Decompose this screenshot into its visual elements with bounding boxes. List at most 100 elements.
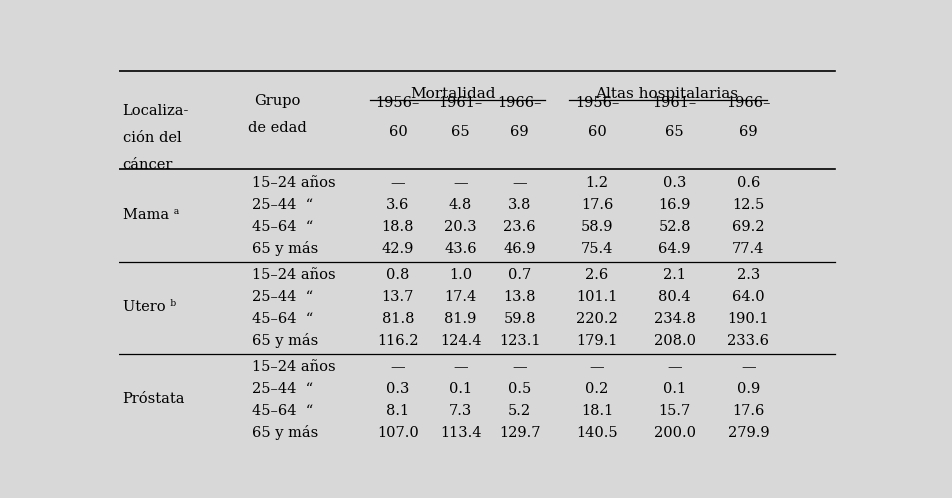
Text: 0.3: 0.3 [663, 176, 686, 190]
Text: 81.8: 81.8 [382, 312, 414, 326]
Text: 4.8: 4.8 [449, 198, 472, 212]
Text: 0.3: 0.3 [387, 382, 409, 396]
Text: Mama ᵃ: Mama ᵃ [123, 208, 179, 222]
Text: 65: 65 [665, 125, 684, 139]
Text: Próstata: Próstata [123, 392, 186, 406]
Text: 220.2: 220.2 [576, 312, 618, 326]
Text: 1966–: 1966– [726, 96, 770, 110]
Text: 59.8: 59.8 [504, 312, 536, 326]
Text: de edad: de edad [248, 121, 307, 135]
Text: 12.5: 12.5 [732, 198, 764, 212]
Text: 1956–: 1956– [575, 96, 620, 110]
Text: —: — [512, 360, 527, 374]
Text: 3.8: 3.8 [508, 198, 531, 212]
Text: 25–44  “: 25–44 “ [251, 290, 313, 304]
Text: 17.6: 17.6 [581, 198, 613, 212]
Text: 0.7: 0.7 [508, 268, 531, 282]
Text: 129.7: 129.7 [499, 426, 541, 440]
Text: 13.7: 13.7 [382, 290, 414, 304]
Text: 140.5: 140.5 [576, 426, 618, 440]
Text: —: — [741, 360, 756, 374]
Text: 1956–: 1956– [376, 96, 420, 110]
Text: 69: 69 [739, 125, 758, 139]
Text: 60: 60 [388, 125, 407, 139]
Text: 45–64  “: 45–64 “ [251, 312, 313, 326]
Text: 52.8: 52.8 [659, 220, 691, 234]
Text: 45–64  “: 45–64 “ [251, 220, 313, 234]
Text: 18.8: 18.8 [382, 220, 414, 234]
Text: 0.1: 0.1 [449, 382, 472, 396]
Text: —: — [590, 360, 605, 374]
Text: 17.6: 17.6 [732, 404, 764, 418]
Text: 13.8: 13.8 [504, 290, 536, 304]
Text: 80.4: 80.4 [658, 290, 691, 304]
Text: 123.1: 123.1 [499, 334, 541, 348]
Text: ción del: ción del [123, 130, 181, 145]
Text: 46.9: 46.9 [504, 242, 536, 255]
Text: 233.6: 233.6 [727, 334, 769, 348]
Text: —: — [512, 176, 527, 190]
Text: Grupo: Grupo [254, 94, 301, 108]
Text: 45–64  “: 45–64 “ [251, 404, 313, 418]
Text: 1961–: 1961– [652, 96, 697, 110]
Text: 0.8: 0.8 [387, 268, 409, 282]
Text: 15–24 años: 15–24 años [251, 176, 335, 190]
Text: cáncer: cáncer [123, 157, 173, 171]
Text: 113.4: 113.4 [440, 426, 482, 440]
Text: Mortalidad: Mortalidad [410, 87, 496, 101]
Text: Utero ᵇ: Utero ᵇ [123, 300, 176, 314]
Text: 0.9: 0.9 [737, 382, 760, 396]
Text: 60: 60 [587, 125, 606, 139]
Text: 2.3: 2.3 [737, 268, 760, 282]
Text: 65 y más: 65 y más [251, 333, 318, 348]
Text: 81.9: 81.9 [445, 312, 477, 326]
Text: 77.4: 77.4 [732, 242, 764, 255]
Text: 124.4: 124.4 [440, 334, 482, 348]
Text: 65 y más: 65 y más [251, 425, 318, 440]
Text: —: — [667, 360, 682, 374]
Text: 179.1: 179.1 [576, 334, 618, 348]
Text: 208.0: 208.0 [654, 334, 696, 348]
Text: 0.1: 0.1 [663, 382, 686, 396]
Text: 65 y más: 65 y más [251, 241, 318, 256]
Text: 107.0: 107.0 [377, 426, 419, 440]
Text: 43.6: 43.6 [445, 242, 477, 255]
Text: 116.2: 116.2 [377, 334, 419, 348]
Text: 16.9: 16.9 [659, 198, 691, 212]
Text: 58.9: 58.9 [581, 220, 613, 234]
Text: 25–44  “: 25–44 “ [251, 198, 313, 212]
Text: 279.9: 279.9 [727, 426, 769, 440]
Text: 1.0: 1.0 [449, 268, 472, 282]
Text: 64.0: 64.0 [732, 290, 764, 304]
Text: 0.5: 0.5 [508, 382, 531, 396]
Text: 42.9: 42.9 [382, 242, 414, 255]
Text: 2.1: 2.1 [663, 268, 686, 282]
Text: 25–44  “: 25–44 “ [251, 382, 313, 396]
Text: 7.3: 7.3 [449, 404, 472, 418]
Text: 15–24 años: 15–24 años [251, 268, 335, 282]
Text: 8.1: 8.1 [387, 404, 409, 418]
Text: 3.6: 3.6 [387, 198, 409, 212]
Text: 15–24 años: 15–24 años [251, 360, 335, 374]
Text: Altas hospitalarias: Altas hospitalarias [595, 87, 739, 101]
Text: 0.6: 0.6 [737, 176, 760, 190]
Text: 18.1: 18.1 [581, 404, 613, 418]
Text: 101.1: 101.1 [576, 290, 618, 304]
Text: 69.2: 69.2 [732, 220, 764, 234]
Text: —: — [390, 176, 406, 190]
Text: 64.9: 64.9 [659, 242, 691, 255]
Text: 1961–: 1961– [439, 96, 483, 110]
Text: —: — [453, 176, 468, 190]
Text: 1.2: 1.2 [585, 176, 608, 190]
Text: 234.8: 234.8 [654, 312, 696, 326]
Text: 69: 69 [510, 125, 529, 139]
Text: —: — [390, 360, 406, 374]
Text: 65: 65 [451, 125, 470, 139]
Text: 200.0: 200.0 [654, 426, 696, 440]
Text: 23.6: 23.6 [504, 220, 536, 234]
Text: 2.6: 2.6 [585, 268, 608, 282]
Text: 0.2: 0.2 [585, 382, 608, 396]
Text: 17.4: 17.4 [445, 290, 477, 304]
Text: 15.7: 15.7 [659, 404, 691, 418]
Text: 20.3: 20.3 [445, 220, 477, 234]
